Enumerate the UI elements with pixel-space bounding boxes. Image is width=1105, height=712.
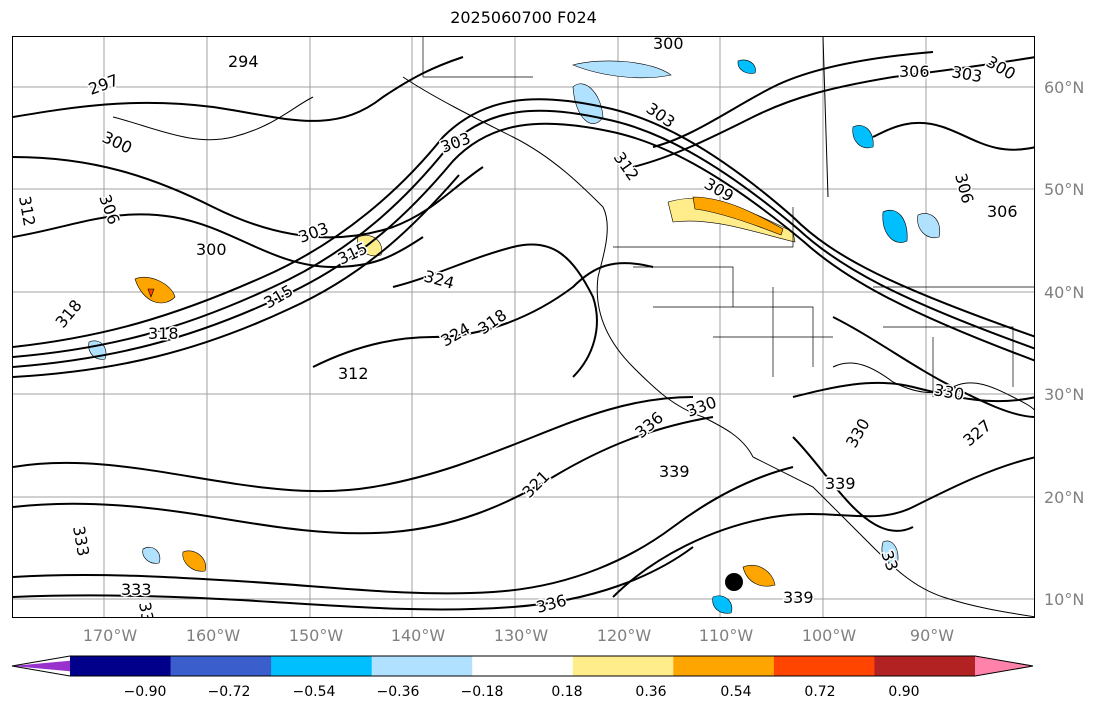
lat-label-60: 60°N [1044, 78, 1085, 97]
contour-label: 339 [659, 462, 690, 481]
contour-label: 339 [825, 474, 856, 493]
contour-label: 303 [438, 128, 473, 156]
contour-label: 339 [783, 588, 814, 607]
contour-label: 300 [653, 37, 684, 53]
colorbar-tick: 0.90 [888, 684, 920, 700]
lon-label-160: 160°W [185, 626, 241, 645]
colorbar-tick: −0.54 [292, 684, 336, 700]
contour-label: 333 [69, 524, 93, 557]
lat-label-10: 10°N [1044, 590, 1085, 609]
storm-center-marker [725, 573, 743, 591]
colorbar-bin [673, 656, 775, 676]
positive-patch-south [742, 565, 776, 587]
contour-label: 306 [987, 202, 1018, 221]
contour-label: 330 [932, 380, 965, 404]
colorbar-tick: −0.18 [460, 684, 504, 700]
colorbar-bin [572, 656, 674, 676]
contour-label: 312 [610, 148, 643, 184]
negative-patch-bc [852, 125, 874, 149]
colorbar-tick: 0.18 [551, 684, 583, 700]
colorbar-bin [371, 656, 473, 676]
lat-label-20: 20°N [1044, 488, 1085, 507]
contour-label: 336 [534, 591, 568, 617]
colorbar-bin [472, 656, 574, 676]
shaded-anomalies [88, 59, 941, 614]
contour-label: 300 [196, 240, 227, 259]
negative-patch-north [572, 60, 672, 79]
lon-label-130: 130°W [493, 626, 549, 645]
colorbar-tick: −0.72 [207, 684, 251, 700]
contour-label: 300 [99, 127, 135, 157]
lon-label-140: 140°W [390, 626, 446, 645]
contour-label: 303 [643, 99, 679, 132]
contour-label: 333 [121, 580, 152, 599]
contour-label: 294 [228, 52, 259, 71]
height-contours [13, 51, 1034, 611]
lon-label-100: 100°W [801, 626, 857, 645]
lon-label-150: 150°W [288, 626, 344, 645]
contour-label: 306 [951, 171, 977, 205]
political-borders [422, 37, 1034, 397]
negative-patch-sw [142, 546, 161, 564]
lat-label-50: 50°N [1044, 180, 1085, 199]
colorbar-tick: 0.36 [635, 684, 667, 700]
lon-label-90: 90°W [909, 626, 955, 645]
positive-core-pacific [147, 288, 155, 298]
contour-label: 306 [95, 192, 123, 227]
lat-label-30: 30°N [1044, 385, 1085, 404]
colorbar-tick: −0.90 [123, 684, 167, 700]
contour-label: 312 [15, 194, 39, 227]
contour-label: 327 [959, 416, 995, 450]
colorbar-tick: 0.72 [804, 684, 836, 700]
map-panel: 294 297 300 306 312 300 303 315 318 318 315 324 324 3… [12, 36, 1035, 618]
colorbar-bin [271, 656, 373, 676]
contour-label: 318 [474, 305, 510, 338]
positive-patch-pacific [134, 277, 176, 304]
negative-patch-east [882, 210, 908, 243]
contour-label: 303 [950, 62, 983, 86]
colorbar-extend-high [975, 656, 1033, 676]
map-title: 2025060700 F024 [450, 8, 597, 27]
positive-patch-yellow-1 [357, 235, 383, 257]
positive-patch-yellow-2 [182, 550, 206, 572]
negative-patch-east-2 [917, 213, 941, 239]
lon-label-170: 170°W [82, 626, 138, 645]
contour-label: 312 [338, 364, 369, 383]
lon-label-120: 120°W [596, 626, 652, 645]
contour-label: 330 [842, 415, 874, 451]
contour-label: 318 [52, 296, 86, 332]
contour-label: 297 [86, 70, 121, 98]
colorbar-tick: 0.54 [720, 684, 752, 700]
negative-patch-north-core [737, 59, 756, 74]
positive-core-jet [692, 196, 784, 236]
colorbar-tick: −0.36 [376, 684, 420, 700]
colorbar-bin [773, 656, 875, 676]
lon-label-110: 110°W [698, 626, 754, 645]
colorbar-outline [11, 655, 1034, 677]
colorbar-bin [70, 656, 172, 676]
contour-label: 324 [438, 319, 474, 351]
contour-label: 33 [877, 548, 902, 574]
contour-label: 306 [899, 62, 930, 81]
lat-label-40: 40°N [1044, 283, 1085, 302]
negative-patch-south [712, 595, 733, 614]
contour-label: 336 [135, 600, 159, 618]
colorbar [11, 655, 1034, 677]
coastlines [112, 37, 1034, 617]
colorbar-bin [170, 656, 272, 676]
contour-label: 318 [148, 324, 179, 343]
contour-label: 324 [422, 267, 456, 293]
colorbar-bin [874, 656, 976, 676]
contour-label: 300 [983, 52, 1019, 84]
